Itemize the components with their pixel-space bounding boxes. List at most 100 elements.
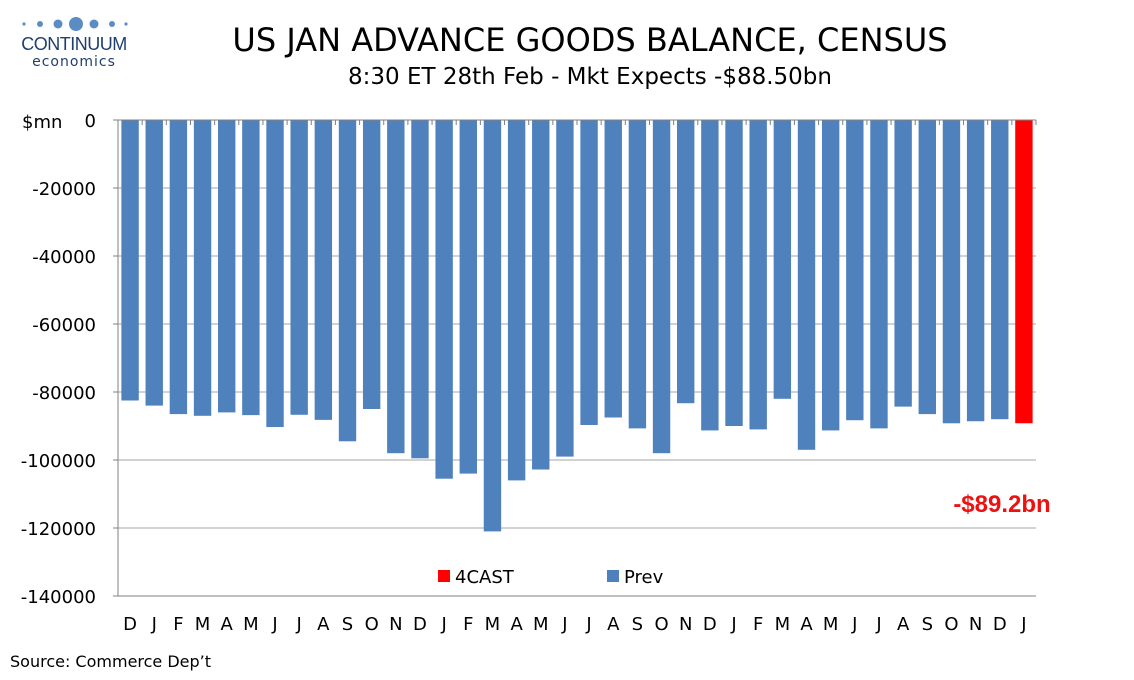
prev-bar [894,120,912,407]
x-category-label: N [389,614,402,635]
chart-subtitle: 8:30 ET 28th Feb - Mkt Expects -$88.50bn [348,64,832,90]
axes [113,119,1037,597]
prev-bar [483,120,502,532]
legend-swatch [438,570,450,582]
x-category-label: N [969,614,982,635]
prev-bar [725,120,743,426]
x-category-label: J [440,614,446,635]
prev-bar [266,120,284,428]
x-category-label: J [296,614,302,635]
x-category-label: J [875,614,881,635]
prev-bar [604,120,622,418]
x-category-label: A [897,614,910,635]
legend-label: Prev [624,567,664,588]
x-category-label: N [679,614,692,635]
prev-bar [411,120,429,459]
y-tick-label: 0 [85,111,96,132]
x-category-label: M [533,614,549,635]
prev-bar [218,120,236,413]
x-category-label: J [151,614,157,635]
x-category-label: J [561,614,567,635]
prev-bar [701,120,719,431]
y-axis-label: $mn [22,112,62,133]
prev-bar [652,120,671,454]
x-category-label: J [585,614,591,635]
x-category-label: A [510,614,523,635]
x-category-label: M [243,614,259,635]
bars [121,120,1033,532]
x-category-label: D [703,614,717,635]
x-category-label: F [463,614,473,635]
x-category-label: S [342,614,353,635]
y-tick-label: -100000 [21,451,96,472]
y-tick-label: -80000 [32,383,96,404]
prev-bar [846,120,864,421]
y-tick-label: -60000 [32,315,96,336]
prev-bar [942,120,961,424]
source-note: Source: Commerce Dep’t [10,652,212,671]
forecast-bar [1015,120,1033,424]
x-category-label: M [485,614,501,635]
prev-bar [387,120,405,454]
prev-bar [242,120,260,416]
prev-bar [628,120,647,429]
x-category-label: O [654,614,668,635]
logo-dots-icon [22,17,128,31]
prev-bar [773,120,792,399]
x-category-label: F [753,614,763,635]
logo-wordmark: CONTINUUM [21,34,127,54]
legend: 4CAST Prev [438,567,664,588]
y-tick-label: -40000 [32,247,96,268]
prev-bar [918,120,936,415]
prev-bar [821,120,840,431]
prev-bar [532,120,550,470]
prev-bar [338,120,357,442]
x-category-label: J [851,614,857,635]
prev-bar [749,120,767,430]
prev-bar [314,120,333,420]
y-tick-label: -140000 [21,587,96,608]
x-category-label: M [775,614,791,635]
legend-label: 4CAST [455,567,515,588]
prev-bar [797,120,816,450]
x-category-label: S [922,614,933,635]
x-category-label: J [1020,614,1026,635]
x-category-label: A [800,614,813,635]
prev-bar [870,120,888,429]
forecast-value-label: -$89.2bn [953,491,1050,518]
legend-swatch [607,570,619,582]
prev-bar [435,120,453,479]
x-category-label: S [632,614,643,635]
prev-bar [169,120,188,415]
logo-subtitle: economics [32,54,116,70]
x-category-label: A [221,614,234,635]
x-category-label: D [123,614,137,635]
x-category-label: A [317,614,330,635]
y-tick-label: -20000 [32,179,96,200]
prev-bar [580,120,598,425]
axis-labels: 0 -20000 -40000 -60000 -80000 -100000 -120000 -… [21,111,1027,635]
prev-bar [145,120,163,406]
prev-bar [556,120,574,457]
continuum-logo: CONTINUUM economics [14,14,134,74]
x-category-label: D [413,614,427,635]
prev-bar [121,120,139,401]
x-category-label: F [173,614,183,635]
x-category-label: M [823,614,839,635]
prev-bar [290,120,308,415]
y-tick-label: -120000 [21,519,96,540]
x-category-label: A [607,614,620,635]
prev-bar [991,120,1009,420]
x-category-label: M [195,614,211,635]
x-category-label: O [365,614,379,635]
x-category-label: J [271,614,277,635]
prev-bar [507,120,526,481]
prev-bar [459,120,477,474]
x-category-label: O [944,614,958,635]
prev-bar [966,120,985,422]
prev-bar [193,120,212,416]
prev-bar [362,120,381,409]
x-category-label: J [730,614,736,635]
chart-title: US JAN ADVANCE GOODS BALANCE, CENSUS [232,21,948,59]
